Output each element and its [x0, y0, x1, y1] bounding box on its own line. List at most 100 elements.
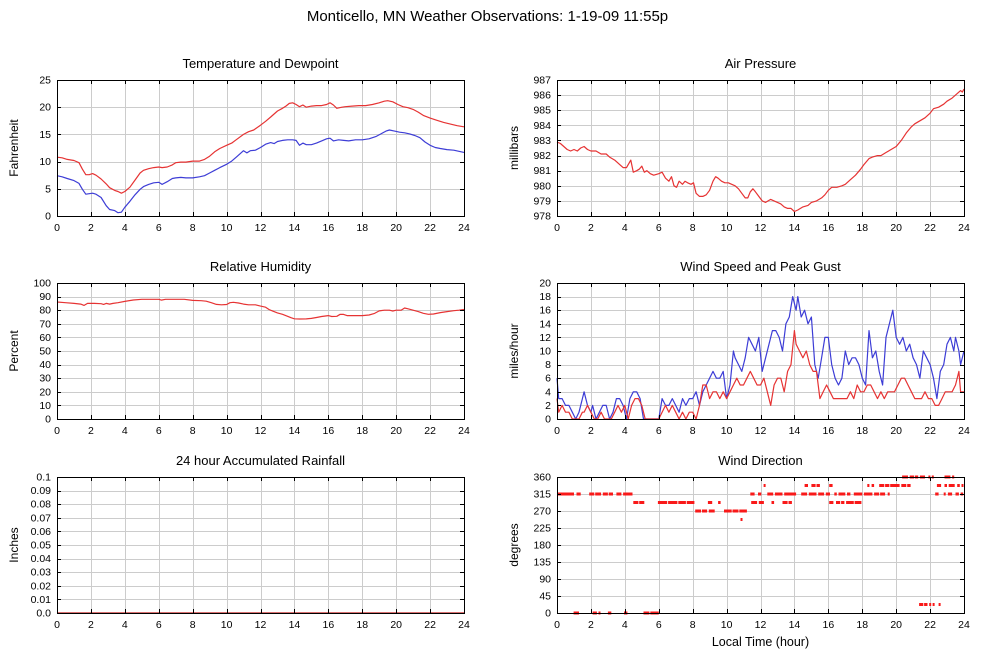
x-tick-label: 12 [255, 425, 267, 437]
x-tick-label: 10 [721, 222, 733, 234]
x-tick-label: 24 [958, 222, 970, 234]
x-tick-label: 18 [856, 425, 868, 437]
gridlines [557, 80, 965, 217]
chart-temperature-dewpoint: Temperature and Dewpoint 0 5 10 15 20 25 0 2 4 6 8 1… [0, 48, 499, 248]
axes [557, 80, 965, 217]
x-tick-label: 20 [390, 222, 402, 234]
x-tick-label: 20 [890, 425, 902, 437]
y-tick-label: 6 [545, 373, 551, 385]
x-tick-label: 18 [356, 222, 368, 234]
y-tick-label: 982 [533, 150, 551, 162]
series-humidity [56, 298, 465, 320]
y-tick-label: 20 [39, 386, 51, 398]
x-tick-label: 12 [755, 222, 767, 234]
y-tick-label: 10 [39, 400, 51, 412]
x-tick-label: 8 [190, 619, 196, 631]
y-tick-label: 225 [533, 523, 551, 535]
x-tick-label: 16 [322, 619, 334, 631]
y-tick-label: 360 [533, 472, 551, 484]
chart-relative-humidity: Relative Humidity 0 10 20 30 40 50 60 70 80 90 100 0… [0, 251, 499, 451]
chart-accumulated-rainfall: 24 hour Accumulated Rainfall 0.0 0.01 0.02 0… [0, 445, 499, 659]
chart-svg-air-pressure: Air Pressure 978 979 980 981 982 983 984 985 986 9… [507, 56, 970, 234]
x-tick-label: 2 [588, 425, 594, 437]
chart-labels: Air Pressure 978 979 980 981 982 983 984 985 986 9… [507, 56, 970, 234]
x-tick-label: 24 [458, 222, 470, 234]
y-tick-label: 10 [539, 346, 551, 358]
x-tick-label: 6 [656, 425, 662, 437]
chart-svg-relative-humidity: Relative Humidity01020304050607080901000… [7, 259, 470, 437]
x-tick-label: 14 [789, 222, 801, 234]
x-tick-label: 2 [88, 222, 94, 234]
y-tick-label: 0.07 [31, 512, 52, 524]
y-tick-label: 0.08 [31, 499, 52, 511]
x-tick-label: 8 [690, 222, 696, 234]
y-tick-label: 45 [539, 591, 551, 603]
x-tick-label: 14 [289, 222, 301, 234]
x-tick-label: 20 [890, 222, 902, 234]
y-tick-label: 135 [533, 557, 551, 569]
chart-labels: Wind Speed and Peak Gust0246810121416182… [507, 259, 970, 437]
y-tick-label: 20 [39, 102, 51, 114]
x-tick-label: 22 [924, 222, 936, 234]
x-tick-label: 24 [458, 425, 470, 437]
y-tick-label: 18 [539, 291, 551, 303]
x-tick-label: 16 [822, 222, 834, 234]
x-tick-label: 18 [856, 222, 868, 234]
y-tick-label: 16 [539, 305, 551, 317]
y-tick-label: 0 [545, 608, 551, 620]
x-tick-label: 20 [390, 619, 402, 631]
x-tick-label: 14 [289, 425, 301, 437]
y-tick-label: 0.06 [31, 526, 52, 538]
axes [557, 283, 965, 420]
x-tick-label: 2 [588, 222, 594, 234]
chart-title: Temperature and Dewpoint [182, 56, 338, 71]
axes [557, 477, 965, 614]
y-tick-label: 0 [45, 414, 51, 426]
x-tick-label: 10 [721, 619, 733, 631]
chart-title: Air Pressure [725, 56, 797, 71]
x-tick-label: 22 [424, 619, 436, 631]
y-tick-label: 20 [539, 278, 551, 290]
y-axis-label: degrees [507, 523, 521, 566]
chart-air-pressure: Air Pressure 978 979 980 981 982 983 984 985 986 9… [500, 48, 999, 248]
y-tick-label: 60 [39, 332, 51, 344]
x-tick-label: 4 [122, 425, 128, 437]
x-tick-label: 22 [924, 425, 936, 437]
y-tick-label: 10 [39, 156, 51, 168]
x-tick-label: 18 [356, 425, 368, 437]
series-pressure [556, 88, 965, 213]
y-axis-label: Percent [7, 330, 21, 372]
y-tick-label: 984 [533, 120, 551, 132]
y-axis-label: Inches [7, 527, 21, 562]
x-tick-label: 0 [54, 619, 60, 631]
x-tick-label: 10 [221, 425, 233, 437]
y-tick-label: 0 [545, 414, 551, 426]
x-tick-label: 12 [755, 619, 767, 631]
chart-labels: Relative Humidity01020304050607080901000… [7, 259, 470, 437]
y-tick-label: 0.02 [31, 580, 52, 592]
y-axis-label: millibars [507, 126, 521, 170]
y-tick-label: 979 [533, 195, 551, 207]
y-tick-label: 981 [533, 165, 551, 177]
x-tick-label: 24 [458, 619, 470, 631]
y-tick-label: 987 [533, 75, 551, 87]
x-tick-label: 2 [88, 425, 94, 437]
x-tick-label: 22 [924, 619, 936, 631]
x-tick-label: 10 [221, 619, 233, 631]
y-tick-label: 25 [39, 75, 51, 87]
y-tick-label: 50 [39, 346, 51, 358]
y-tick-label: 8 [545, 359, 551, 371]
x-tick-label: 4 [622, 222, 628, 234]
y-tick-label: 0 [45, 211, 51, 223]
x-tick-label: 0 [554, 619, 560, 631]
x-tick-label: 16 [822, 619, 834, 631]
series-temperature [56, 100, 465, 194]
y-tick-label: 40 [39, 359, 51, 371]
y-tick-label: 980 [533, 180, 551, 192]
gridlines [57, 477, 465, 614]
x-tick-label: 4 [622, 425, 628, 437]
